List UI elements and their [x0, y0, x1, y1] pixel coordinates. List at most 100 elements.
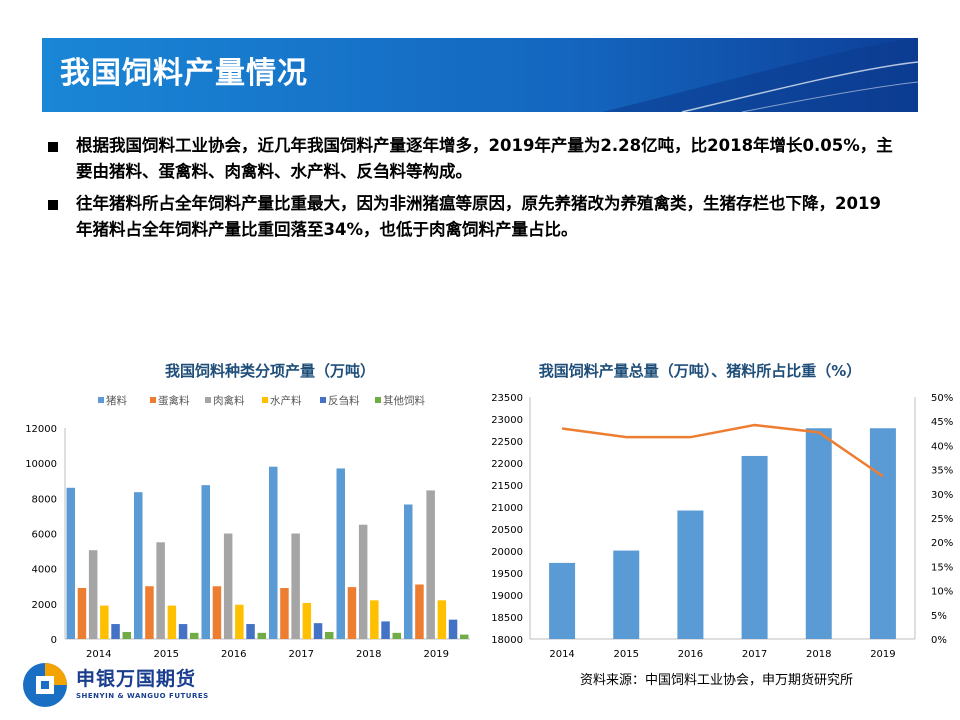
- bar: [313, 623, 323, 639]
- y-tick-label-left: 19000: [491, 591, 523, 602]
- bar: [437, 600, 447, 639]
- x-tick-label: 2019: [870, 649, 895, 660]
- x-tick-label: 2017: [742, 649, 767, 660]
- source-note: 资料来源：中国饲料工业协会，申万期货研究所: [580, 673, 854, 688]
- y-tick-label-right: 30%: [931, 490, 953, 501]
- y-tick-label-left: 19500: [491, 569, 523, 580]
- legend-swatch: [375, 397, 381, 403]
- bar: [246, 624, 255, 639]
- y-tick-label-right: 10%: [931, 587, 953, 598]
- bar: [392, 632, 401, 639]
- y-tick-label: 8000: [32, 494, 57, 505]
- chart1-title: 我国饲料种类分项产量（万吨）: [164, 362, 375, 380]
- bar: [805, 428, 832, 639]
- y-tick-label-right: 15%: [931, 562, 953, 573]
- x-tick-label: 2017: [289, 649, 314, 660]
- bar: [302, 602, 312, 639]
- bar: [415, 584, 424, 639]
- x-tick-label: 2018: [806, 649, 831, 660]
- bar: [178, 624, 188, 639]
- bar: [111, 624, 120, 639]
- bar: [460, 634, 469, 639]
- y-tick-label-right: 5%: [931, 611, 947, 622]
- y-tick-label: 2000: [32, 600, 57, 611]
- legend-label: 猪料: [106, 394, 127, 407]
- bar: [134, 492, 143, 639]
- company-logo: 申银万国期货 SHENYIN & WANGUO FUTURES: [18, 660, 238, 710]
- bar: [613, 550, 640, 639]
- y-tick-label-left: 18500: [491, 613, 523, 624]
- bullet-list: 根据我国饲料工业协会，近几年我国饲料产量逐年增多，2019年产量为2.28亿吨，…: [46, 133, 896, 249]
- y-tick-label-left: 20500: [491, 525, 523, 536]
- x-tick-label: 2016: [678, 649, 703, 660]
- y-tick-label-left: 18000: [491, 635, 523, 646]
- bar: [291, 533, 300, 639]
- bullet-item: 往年猪料所占全年饲料产量比重最大，因为非洲猪瘟等原因，原先养猪改为养殖禽类，生猪…: [46, 191, 896, 243]
- page-title: 我国饲料产量情况: [60, 56, 308, 91]
- bar: [325, 631, 334, 639]
- bar: [190, 632, 199, 639]
- bar: [156, 542, 165, 639]
- y-tick-label-left: 23000: [491, 415, 523, 426]
- y-tick-label-left: 21500: [491, 481, 523, 492]
- bullet-item: 根据我国饲料工业协会，近几年我国饲料产量逐年增多，2019年产量为2.28亿吨，…: [46, 133, 896, 185]
- bullet-text: 根据我国饲料工业协会，近几年我国饲料产量逐年增多，2019年产量为2.28亿吨，…: [76, 136, 893, 181]
- y-tick-label: 10000: [25, 459, 57, 470]
- bar: [358, 524, 368, 639]
- y-tick-label-left: 22500: [491, 437, 523, 448]
- bar: [741, 455, 768, 639]
- y-tick-label: 12000: [25, 424, 57, 435]
- bar: [677, 510, 704, 639]
- bar: [122, 631, 131, 639]
- bar: [448, 619, 458, 639]
- bar: [77, 588, 87, 639]
- y-tick-label-right: 40%: [931, 441, 953, 452]
- y-tick-label-left: 23500: [491, 393, 523, 404]
- bar: [212, 586, 222, 639]
- legend-swatch: [320, 397, 326, 403]
- legend-swatch: [150, 397, 156, 403]
- bar: [88, 550, 98, 639]
- bullet-square-icon: [48, 142, 58, 152]
- legend-label: 反刍料: [328, 394, 360, 407]
- bar: [257, 632, 266, 639]
- x-tick-label: 2014: [86, 649, 111, 660]
- logo-mark-icon: [23, 663, 67, 707]
- legend-label: 水产料: [270, 394, 302, 407]
- y-tick-label-right: 45%: [931, 417, 953, 428]
- bar: [549, 562, 576, 639]
- bar: [235, 604, 244, 639]
- y-tick-label-right: 0%: [931, 635, 947, 646]
- logo-en-text: SHENYIN & WANGUO FUTURES: [76, 692, 209, 700]
- bullet-square-icon: [48, 200, 58, 210]
- y-tick-label-left: 22000: [491, 459, 523, 470]
- y-tick-label-right: 35%: [931, 466, 953, 477]
- x-tick-label: 2019: [424, 649, 449, 660]
- logo-cn-text: 申银万国期货: [76, 668, 197, 690]
- legend-swatch: [205, 397, 211, 403]
- y-tick-label: 0: [51, 635, 57, 646]
- bar: [145, 586, 154, 639]
- legend-swatch: [98, 397, 104, 403]
- bar: [404, 504, 413, 639]
- x-tick-label: 2014: [549, 649, 574, 660]
- chart1-svg: 猪料 蛋禽料 肉禽料 水产料 反刍料 其他饲料 0 2000 4000 6000 8000 10000…: [25, 394, 470, 660]
- x-tick-label: 2018: [356, 649, 381, 660]
- bar: [167, 605, 177, 639]
- y-tick-label-right: 20%: [931, 538, 953, 549]
- chart2-title: 我国饲料产量总量（万吨）、猪料所占比重（%）: [538, 362, 862, 380]
- x-tick-label: 2016: [221, 649, 246, 660]
- y-tick-label: 4000: [32, 565, 57, 576]
- bar: [201, 485, 210, 639]
- bar: [336, 468, 345, 639]
- x-tick-label: 2015: [154, 649, 179, 660]
- y-tick-label-right: 25%: [931, 514, 953, 525]
- y-tick-label-left: 20000: [491, 547, 523, 558]
- legend-label: 肉禽料: [213, 394, 245, 407]
- bar: [280, 588, 289, 639]
- bar: [223, 533, 233, 639]
- series-line: [561, 423, 884, 478]
- x-tick-label: 2015: [614, 649, 639, 660]
- bar: [426, 490, 435, 639]
- legend-label: 其他饲料: [383, 394, 425, 407]
